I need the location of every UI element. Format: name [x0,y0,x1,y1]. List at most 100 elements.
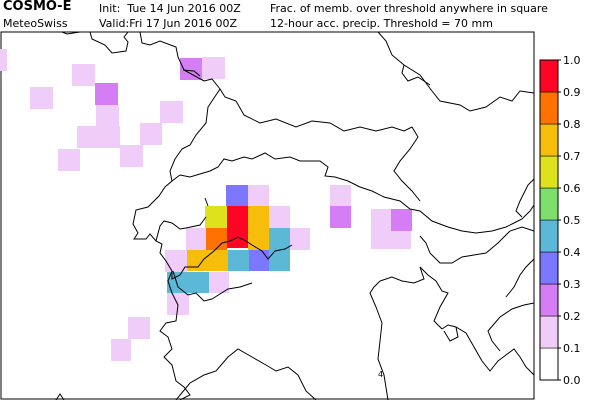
prob-cell [0,49,7,71]
colorbar-ticks: 0.0 0.1 0.2 0.3 0.4 0.5 0.6 0.7 0.8 0.9 1.0 [558,54,581,387]
prob-cell [96,105,119,127]
prob-cell [202,57,225,79]
prob-cell [128,317,150,339]
colorbar-tick-label: 0.3 [563,278,581,291]
prob-cell [180,58,203,80]
colorbar-swatches [539,59,559,381]
forecast-map: 4 [0,31,535,400]
border-line [401,64,431,86]
prob-cell [58,149,80,171]
prob-cell [205,206,227,228]
border-line [419,266,449,330]
colorbar-tick-label: 0.9 [563,86,581,99]
colorbar-swatch [539,59,559,93]
prob-cell [95,83,118,105]
colorbar-swatch [539,251,559,285]
prob-cell [227,228,248,248]
probability-cells [0,49,412,361]
border-line [487,302,535,352]
threshold-description: 12-hour acc. precip. Threshold = 70 mm [270,17,493,30]
border-line [419,226,535,264]
prob-cell [206,228,227,250]
border-line [132,69,221,272]
border-line [172,270,213,302]
prob-cell [140,123,162,145]
colorbar-swatch [539,155,559,189]
prob-cell [77,126,120,148]
border-line [89,31,129,54]
prob-cell [371,209,392,249]
colorbar: 0.0 0.1 0.2 0.3 0.4 0.5 0.6 0.7 0.8 0.9 1.0 [539,54,581,387]
prob-cell [227,206,248,228]
prob-cell [226,185,248,207]
colorbar-swatch [539,219,559,253]
prob-cell [391,209,412,231]
prob-cell [160,101,183,123]
prob-cell [165,250,187,272]
prob-cell [249,250,269,271]
prob-cell [167,272,209,293]
model-name: COSMO-E [3,0,72,14]
colorbar-tick-label: 1.0 [563,54,581,67]
border-line [393,126,421,202]
colorbar-tick-label: 0.8 [563,118,581,131]
prob-cell [290,228,310,250]
border-line [155,220,187,242]
colorbar-tick-label: 0.4 [563,246,581,259]
border-line [443,326,459,342]
border-line [159,270,191,400]
colorbar-swatch [539,91,559,125]
prob-cell [330,185,351,206]
border-line [139,31,185,71]
prob-cell [391,231,411,249]
colorbar-swatch [539,187,559,221]
border-line [359,186,535,234]
border-line [61,31,81,35]
border-line [369,266,425,400]
prob-cell [111,339,131,361]
prob-cell [186,228,206,250]
border-line [219,88,413,132]
colorbar-swatch [539,347,559,381]
prob-cell [248,206,269,228]
product-description: Frac. of memb. over threshold anywhere i… [270,2,548,15]
coastlines-and-borders [55,31,535,400]
prob-cell [120,145,143,167]
colorbar-tick-label: 0.6 [563,182,581,195]
border-line [377,31,535,112]
border-line [171,236,293,280]
border-line [211,282,253,300]
prob-cell [269,228,290,250]
prob-cell [248,185,269,207]
prob-cell [30,87,53,109]
prob-cell [330,206,351,228]
colorbar-tick-label: 0.5 [563,214,581,227]
colorbar-tick-label: 0.1 [563,342,581,355]
prob-cell [209,272,229,293]
valid-time: Valid:Fri 17 Jun 2016 00Z [99,17,238,30]
prob-cell [228,250,249,271]
prob-cell [269,206,290,228]
border-line [185,216,207,229]
border-line [175,348,317,400]
colorbar-tick-label: 0.2 [563,310,581,323]
colorbar-swatch [539,283,559,317]
border-line [171,152,361,188]
colorbar-swatch [539,315,559,349]
border-line [515,178,535,218]
prob-cell [248,228,269,250]
prob-cell [187,250,208,271]
border-line [505,258,535,298]
prob-cell [269,250,290,271]
init-time: Init: Tue 14 Jun 2016 00Z [99,2,241,15]
border-line [182,69,201,77]
prob-cell [208,250,228,271]
map-marker-4: 4 [378,370,383,379]
colorbar-tick-label: 0.0 [563,374,581,387]
organization-name: MeteoSwiss [3,17,68,30]
colorbar-swatch [539,123,559,157]
colorbar-tick-label: 0.7 [563,150,581,163]
border-line [204,197,209,207]
prob-cell [72,64,95,86]
border-line [55,393,65,400]
